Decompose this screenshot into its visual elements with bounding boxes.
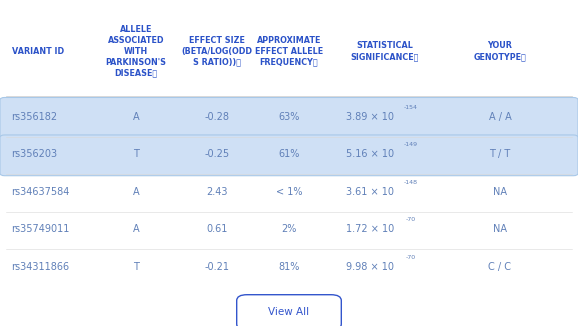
- Text: rs356203: rs356203: [12, 149, 58, 159]
- Text: T / T: T / T: [490, 149, 510, 159]
- Text: A: A: [132, 224, 139, 234]
- FancyBboxPatch shape: [237, 295, 341, 326]
- Text: 1.72 × 10: 1.72 × 10: [346, 224, 394, 234]
- Text: -0.28: -0.28: [204, 111, 229, 122]
- Text: 9.98 × 10: 9.98 × 10: [346, 261, 394, 272]
- FancyBboxPatch shape: [0, 135, 578, 176]
- Text: ALLELE
ASSOCIATED
WITH
PARKINSON'S
DISEASEⓘ: ALLELE ASSOCIATED WITH PARKINSON'S DISEA…: [105, 25, 166, 77]
- Text: rs34637584: rs34637584: [12, 186, 70, 197]
- Text: T: T: [133, 149, 139, 159]
- Text: rs356182: rs356182: [12, 111, 58, 122]
- Text: 0.61: 0.61: [206, 224, 227, 234]
- Text: 63%: 63%: [279, 111, 299, 122]
- Text: -0.21: -0.21: [204, 261, 229, 272]
- Text: 3.89 × 10: 3.89 × 10: [346, 111, 394, 122]
- Text: -70: -70: [405, 255, 416, 260]
- Text: C / C: C / C: [488, 261, 512, 272]
- Text: A / A: A / A: [488, 111, 512, 122]
- Text: 5.16 × 10: 5.16 × 10: [346, 149, 394, 159]
- Text: STATISTICAL
SIGNIFICANCEⓘ: STATISTICAL SIGNIFICANCEⓘ: [350, 41, 418, 61]
- Text: 2%: 2%: [281, 224, 297, 234]
- Text: -154: -154: [403, 105, 417, 110]
- Text: -0.25: -0.25: [204, 149, 229, 159]
- Text: T: T: [133, 261, 139, 272]
- Text: View All: View All: [268, 307, 310, 317]
- Text: < 1%: < 1%: [276, 186, 302, 197]
- Text: NA: NA: [493, 224, 507, 234]
- Text: EFFECT SIZE
(BETA/LOG(ODD
S RATIO))ⓘ: EFFECT SIZE (BETA/LOG(ODD S RATIO))ⓘ: [181, 36, 252, 67]
- Text: 3.61 × 10: 3.61 × 10: [346, 186, 394, 197]
- Text: APPROXIMATE
EFFECT ALLELE
FREQUENCYⓘ: APPROXIMATE EFFECT ALLELE FREQUENCYⓘ: [255, 36, 323, 67]
- Text: -148: -148: [403, 180, 417, 185]
- Text: 61%: 61%: [279, 149, 299, 159]
- Text: rs34311866: rs34311866: [12, 261, 70, 272]
- Text: 2.43: 2.43: [206, 186, 228, 197]
- Text: A: A: [132, 186, 139, 197]
- Text: rs35749011: rs35749011: [12, 224, 70, 234]
- Text: 81%: 81%: [279, 261, 299, 272]
- Text: -149: -149: [403, 142, 417, 147]
- Text: NA: NA: [493, 186, 507, 197]
- Text: VARIANT ID: VARIANT ID: [12, 47, 64, 56]
- FancyBboxPatch shape: [0, 97, 578, 138]
- Text: A: A: [132, 111, 139, 122]
- Text: YOUR
GENOTYPEⓘ: YOUR GENOTYPEⓘ: [473, 41, 527, 61]
- Text: -70: -70: [405, 217, 416, 222]
